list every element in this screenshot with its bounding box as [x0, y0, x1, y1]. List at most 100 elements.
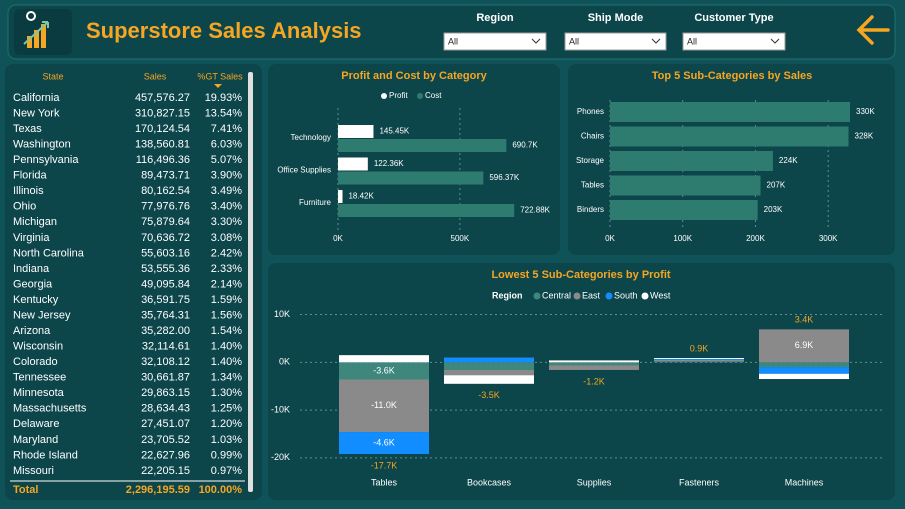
- bar: [338, 139, 507, 152]
- table-total: 100.00%: [199, 484, 243, 496]
- table-cell: 3.90%: [211, 170, 242, 182]
- bar-segment: [444, 357, 534, 363]
- data-label: 207K: [767, 181, 786, 190]
- table-cell: 89,473.71: [141, 170, 190, 182]
- legend-title: Region: [492, 290, 523, 300]
- bar-segment: [339, 379, 429, 433]
- table-cell: Illinois: [13, 185, 44, 197]
- y-tick-label: Office Supplies: [277, 166, 331, 175]
- dropdown[interactable]: [443, 32, 547, 51]
- table-cell: 138,560.81: [135, 139, 190, 151]
- total-label: -3.5K: [478, 390, 500, 400]
- table-cell: 22,627.96: [141, 449, 190, 461]
- data-label: 596.37K: [489, 173, 519, 182]
- table-cell: Ohio: [13, 201, 36, 213]
- table-cell: Florida: [13, 170, 48, 182]
- data-label: 722.88K: [520, 206, 550, 215]
- table-cell: 13.54%: [205, 107, 243, 119]
- table-cell: 70,636.72: [141, 232, 190, 244]
- table-cell: Washington: [13, 139, 71, 151]
- dropdown[interactable]: [564, 32, 667, 51]
- dropdown[interactable]: [682, 32, 786, 51]
- y-tick-label: -20K: [271, 452, 290, 462]
- table-cell: 1.20%: [211, 418, 242, 430]
- table-cell: 3.08%: [211, 232, 242, 244]
- table-cell: 1.40%: [211, 341, 242, 353]
- x-tick-label: 500K: [451, 234, 470, 243]
- bar-segment: [654, 359, 744, 362]
- table-cell: Massachusetts: [13, 403, 87, 415]
- table-cell: 36,591.75: [141, 294, 190, 306]
- table-cell: 5.07%: [211, 154, 242, 166]
- dropdown-value: All: [687, 36, 697, 46]
- table-cell: Colorado: [13, 356, 58, 368]
- table-cell: 1.34%: [211, 372, 242, 384]
- dropdown-chevron: [531, 38, 541, 44]
- y-tick-label: Technology: [291, 133, 331, 142]
- table-cell: 7.41%: [211, 123, 242, 135]
- legend-label: Central: [542, 290, 571, 300]
- table-cell: Missouri: [13, 465, 54, 477]
- table-header: %GT Sales: [197, 71, 243, 81]
- table-cell: 0.99%: [211, 449, 242, 461]
- bar: [338, 157, 368, 171]
- bar: [610, 102, 850, 122]
- table-cell: 2.33%: [211, 263, 242, 275]
- total-label: -1.2K: [583, 376, 605, 386]
- table-cell: Pennsylvania: [13, 154, 79, 166]
- table-cell: California: [13, 92, 60, 104]
- header-panel: [7, 4, 896, 60]
- bar: [610, 126, 849, 147]
- y-tick-label: -10K: [271, 404, 290, 414]
- table-cell: Minnesota: [13, 387, 65, 399]
- table-cell: 457,576.27: [135, 92, 190, 104]
- table-cell: Michigan: [13, 216, 57, 228]
- table-cell: 32,114.61: [142, 341, 190, 353]
- legend-marker: [641, 292, 649, 300]
- data-label: 203K: [764, 205, 783, 214]
- x-tick-label: Tables: [371, 477, 398, 487]
- data-label: -4.6K: [373, 437, 395, 447]
- legend-label: Profit: [389, 91, 408, 100]
- x-tick-label: 0K: [333, 234, 343, 243]
- x-tick-label: 100K: [673, 234, 692, 243]
- scrollbar[interactable]: [248, 72, 253, 492]
- table-cell: Wisconsin: [13, 341, 63, 353]
- y-tick-label: Furniture: [299, 198, 332, 207]
- x-tick-label: Supplies: [577, 477, 612, 487]
- table-cell: 35,282.00: [141, 325, 190, 337]
- filter-label: Ship Mode: [588, 12, 644, 24]
- x-tick-label: 300K: [819, 234, 838, 243]
- dashboard-title: Superstore Sales Analysis: [86, 18, 362, 43]
- table-cell: New York: [13, 107, 60, 119]
- data-label: 122.36K: [374, 159, 404, 168]
- bar-segment: [339, 362, 429, 380]
- table-cell: Tennessee: [13, 372, 66, 384]
- bar: [338, 190, 343, 203]
- y-tick-label: 0K: [279, 357, 290, 367]
- table-cell: 170,124.54: [135, 123, 190, 135]
- bar: [338, 125, 374, 138]
- bar-segment: [654, 361, 744, 363]
- chart-panel: [268, 64, 560, 255]
- dropdown-chevron: [770, 38, 780, 44]
- x-tick-label: 200K: [746, 234, 765, 243]
- table-cell: Texas: [13, 123, 42, 135]
- data-label: 690.7K: [512, 141, 538, 150]
- back-arrow[interactable]: [856, 15, 890, 45]
- y-tick-label: Storage: [576, 156, 605, 165]
- table-cell: 6.03%: [211, 139, 242, 151]
- table-cell: 1.56%: [211, 309, 242, 321]
- sort-indicator: [214, 84, 222, 88]
- x-tick-label: 0K: [605, 234, 615, 243]
- chart-title: Lowest 5 Sub-Categories by Profit: [491, 269, 670, 281]
- table-cell: 22,205.15: [141, 465, 190, 477]
- table-cell: 55,603.16: [141, 247, 190, 259]
- bar-segment: [759, 367, 849, 374]
- bar: [610, 200, 758, 220]
- table-cell: 35,764.31: [141, 309, 190, 321]
- legend-label: East: [582, 290, 601, 300]
- total-label: 0.9K: [690, 343, 709, 353]
- bar-segment: [444, 375, 534, 384]
